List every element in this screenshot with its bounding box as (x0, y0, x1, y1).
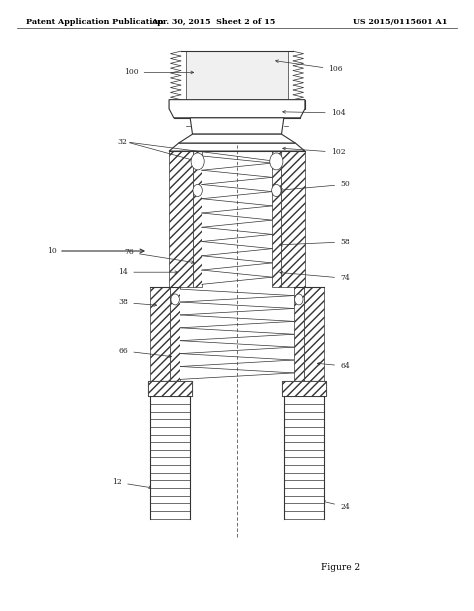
Polygon shape (190, 118, 284, 134)
Circle shape (171, 294, 179, 305)
Bar (202, 156, 272, 284)
Circle shape (295, 294, 303, 305)
Bar (284, 397, 324, 519)
Polygon shape (169, 100, 305, 118)
Text: 10: 10 (47, 247, 57, 255)
Bar (150, 397, 190, 519)
Bar (281, 151, 305, 287)
Bar (272, 151, 281, 287)
Circle shape (191, 153, 204, 170)
Bar (294, 287, 304, 381)
Polygon shape (169, 143, 305, 151)
Text: 106: 106 (276, 60, 343, 73)
Bar (148, 381, 192, 397)
Text: US 2015/0115601 A1: US 2015/0115601 A1 (353, 18, 448, 26)
Bar (180, 289, 294, 379)
Polygon shape (178, 134, 296, 143)
Circle shape (193, 185, 202, 197)
Text: 32: 32 (117, 138, 127, 146)
Text: 14: 14 (118, 268, 178, 276)
Text: 50: 50 (280, 180, 350, 191)
Text: 74: 74 (280, 271, 350, 282)
Bar (170, 287, 180, 381)
Text: 24: 24 (322, 500, 350, 511)
Text: 76: 76 (124, 248, 194, 263)
Bar (174, 109, 300, 118)
Text: 58: 58 (280, 238, 350, 246)
Bar (186, 51, 288, 100)
Bar (150, 287, 170, 381)
Text: 102: 102 (283, 147, 346, 156)
Text: Apr. 30, 2015  Sheet 2 of 15: Apr. 30, 2015 Sheet 2 of 15 (151, 18, 276, 26)
Text: 66: 66 (118, 347, 172, 357)
Text: 100: 100 (124, 68, 193, 76)
Text: 12: 12 (112, 478, 152, 489)
Text: 104: 104 (283, 109, 346, 117)
Bar (304, 287, 324, 381)
Text: Figure 2: Figure 2 (321, 563, 360, 572)
Circle shape (272, 185, 281, 197)
Bar (282, 381, 326, 397)
Bar (282, 381, 326, 397)
Bar (169, 100, 305, 109)
Text: 64: 64 (318, 362, 350, 370)
Bar (148, 381, 192, 397)
Bar (169, 151, 193, 287)
Text: 38: 38 (118, 298, 156, 307)
Text: Patent Application Publication: Patent Application Publication (26, 18, 164, 26)
Bar (193, 151, 202, 287)
Circle shape (270, 153, 283, 170)
